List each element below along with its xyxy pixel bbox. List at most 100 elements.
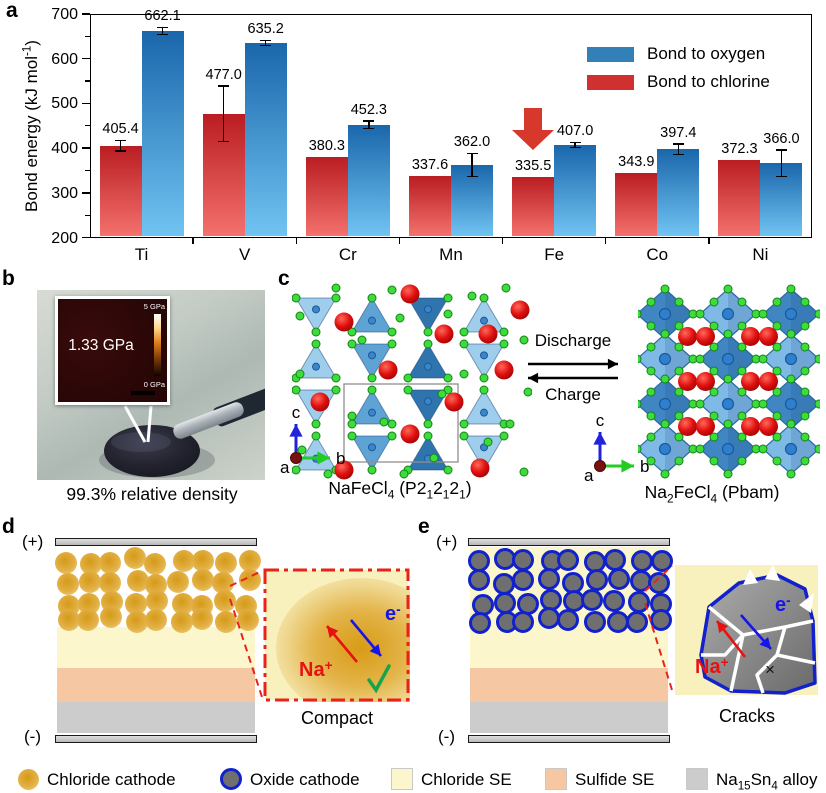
cl-atom bbox=[519, 467, 529, 477]
cl-atom bbox=[674, 321, 684, 331]
cl-atom bbox=[758, 399, 768, 409]
positive-electrode-sign: (+) bbox=[22, 532, 44, 551]
value-label: 372.3 bbox=[721, 141, 758, 158]
legend-item-label: Chloride cathode bbox=[47, 769, 176, 789]
oxide-cathode-particle bbox=[625, 611, 648, 634]
na2fecl4-structure bbox=[638, 284, 820, 479]
chloride-cathode-particle bbox=[191, 550, 214, 573]
oxide-cathode-particle bbox=[585, 568, 608, 591]
tweezers-tip bbox=[173, 402, 244, 439]
cl-atom bbox=[814, 444, 820, 454]
top-electrode bbox=[55, 538, 257, 546]
panel-d-caption: Compact bbox=[300, 708, 374, 728]
cl-atom bbox=[367, 373, 377, 383]
cl-atom bbox=[737, 432, 747, 442]
cl-atom bbox=[646, 387, 656, 397]
cl-atom bbox=[367, 465, 377, 475]
chloride-cathode-particle bbox=[99, 572, 122, 595]
fecl4-tetrahedron bbox=[407, 389, 449, 425]
chloride-cathode-particle bbox=[191, 568, 214, 591]
chloride-cathode-particle bbox=[125, 610, 148, 633]
error-bar bbox=[471, 153, 473, 177]
fe-atom bbox=[480, 316, 488, 325]
fe-atom bbox=[368, 443, 376, 452]
na-atom bbox=[494, 360, 514, 380]
cl-atom bbox=[403, 373, 413, 383]
cl-atom bbox=[737, 387, 747, 397]
svg-text:Na+: Na+ bbox=[299, 658, 333, 681]
oxide-cathode-particle bbox=[608, 568, 631, 591]
cl-atom bbox=[331, 293, 341, 303]
cl-atom bbox=[638, 444, 642, 454]
value-label: 635.2 bbox=[247, 21, 284, 38]
bar-co-chlorine bbox=[615, 173, 658, 237]
octahedron-shading bbox=[665, 289, 693, 339]
cl-atom bbox=[660, 284, 670, 294]
cl-atom bbox=[479, 293, 489, 303]
oxygen-legend-swatch bbox=[587, 46, 634, 62]
x-boundary-tick bbox=[708, 237, 710, 244]
cl-atom bbox=[758, 354, 768, 364]
cl-atom bbox=[638, 399, 642, 409]
crack-line bbox=[755, 653, 779, 694]
chloride-cathode-particle bbox=[98, 552, 121, 575]
octahedron-shading bbox=[728, 379, 756, 429]
bar-ni-chlorine bbox=[718, 160, 761, 237]
error-bar bbox=[368, 121, 370, 129]
panel-c-right-caption: Na2FeCl4 (Pbam) bbox=[644, 482, 780, 506]
error-bar bbox=[264, 40, 267, 46]
cl-atom bbox=[387, 285, 397, 295]
cl-atom bbox=[786, 329, 796, 339]
cl-atom bbox=[292, 465, 301, 475]
cl-atom bbox=[331, 283, 341, 293]
modulus-value: 1.33 GPa bbox=[68, 337, 134, 354]
y-minor-tick bbox=[85, 125, 90, 127]
octahedron-shading bbox=[728, 334, 756, 384]
compact-particle-inset: Na+ e- bbox=[263, 568, 410, 702]
chloride-cathode-particle bbox=[123, 547, 146, 570]
cl-atom bbox=[800, 411, 810, 421]
cl-atom bbox=[395, 313, 405, 323]
na-atom bbox=[470, 458, 490, 478]
chloride-cathode-particle bbox=[80, 552, 103, 575]
cl-atom bbox=[437, 389, 447, 399]
octahedron-shading bbox=[665, 379, 693, 429]
cl-atom bbox=[499, 339, 509, 349]
error-cap bbox=[569, 146, 581, 149]
positive-electrode-sign: (+) bbox=[436, 532, 458, 551]
cl-atom bbox=[772, 366, 782, 376]
highlight-arrow-head bbox=[512, 130, 555, 150]
legend-item: Chloride cathode bbox=[18, 766, 176, 792]
cl-atom bbox=[646, 456, 656, 466]
cl-atom bbox=[723, 469, 733, 479]
chloride-cathode-particle bbox=[57, 608, 80, 631]
chloride-cathode-particle bbox=[166, 570, 189, 593]
svg-text:b: b bbox=[336, 449, 345, 468]
cl-atom bbox=[660, 374, 670, 384]
axis-indicator-right: c b a bbox=[584, 411, 649, 485]
cl-atom bbox=[737, 321, 747, 331]
fecl4-tetrahedron bbox=[463, 435, 505, 471]
bar-ti-chlorine bbox=[99, 145, 142, 237]
octahedron-shading bbox=[665, 334, 693, 384]
na-atom bbox=[759, 327, 778, 346]
bar-v-oxygen bbox=[244, 42, 287, 237]
cl-atom bbox=[800, 321, 810, 331]
value-label: 337.6 bbox=[411, 156, 449, 173]
cl-atom bbox=[695, 399, 705, 409]
cl-atom bbox=[423, 431, 433, 441]
cl-atom bbox=[443, 309, 453, 319]
cl-atom bbox=[646, 411, 656, 421]
cl-atom bbox=[814, 399, 820, 409]
negative-electrode-sign: (-) bbox=[438, 727, 455, 746]
cl-atom bbox=[709, 321, 719, 331]
category-label-cr: Cr bbox=[338, 244, 357, 264]
fecl4-tetrahedron bbox=[351, 435, 393, 471]
pellet-photo-overlay bbox=[99, 363, 265, 478]
value-label: 405.4 bbox=[102, 121, 139, 138]
svg-text:e-: e- bbox=[775, 593, 791, 616]
bar-cr-oxygen bbox=[347, 124, 390, 237]
cl-atom bbox=[786, 284, 796, 294]
cl-atom bbox=[311, 419, 321, 429]
na-atom bbox=[378, 360, 398, 380]
